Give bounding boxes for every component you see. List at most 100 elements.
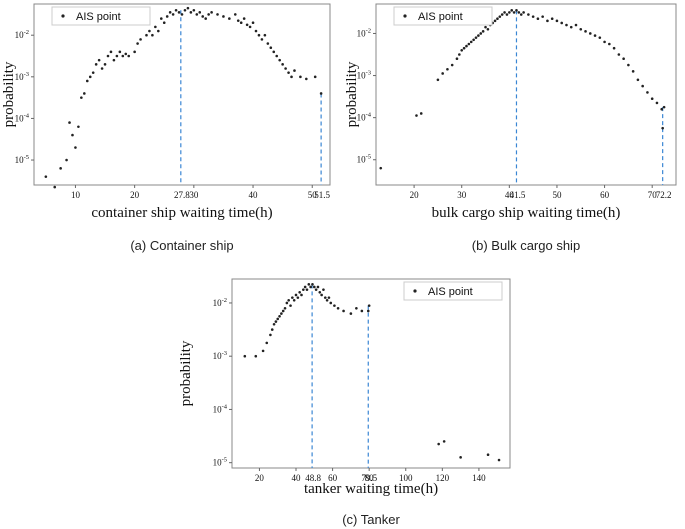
data-point bbox=[80, 96, 83, 99]
data-point bbox=[278, 314, 281, 318]
x-tick-label: 10 bbox=[71, 190, 81, 200]
x-tick-label: 20 bbox=[130, 190, 140, 200]
data-point bbox=[584, 30, 587, 33]
data-point bbox=[579, 27, 583, 31]
marker-label: 79.5 bbox=[361, 473, 377, 483]
data-point bbox=[88, 75, 92, 79]
data-point bbox=[44, 175, 48, 178]
data-point bbox=[322, 288, 325, 291]
data-point bbox=[192, 8, 196, 12]
data-point bbox=[612, 46, 616, 50]
data-point bbox=[314, 288, 318, 291]
data-point bbox=[174, 8, 178, 12]
y-tick-label: 10-5 bbox=[15, 154, 29, 165]
data-point bbox=[469, 40, 473, 44]
data-point bbox=[289, 304, 292, 307]
data-point bbox=[302, 288, 305, 291]
data-point bbox=[479, 32, 483, 35]
data-point bbox=[486, 453, 490, 456]
data-point bbox=[243, 354, 247, 358]
data-point bbox=[379, 166, 383, 170]
y-tick-label: 10-3 bbox=[213, 350, 227, 361]
x-tick-label: 80 bbox=[365, 473, 375, 483]
data-point bbox=[112, 58, 116, 62]
data-point bbox=[299, 75, 302, 79]
data-point bbox=[442, 440, 446, 443]
data-point bbox=[210, 11, 213, 14]
data-point bbox=[236, 19, 240, 22]
y-tick-exponent: -4 bbox=[366, 112, 372, 119]
data-point bbox=[94, 63, 98, 66]
data-point bbox=[276, 317, 280, 321]
data-point bbox=[458, 53, 461, 56]
data-point bbox=[462, 46, 466, 50]
y-tick-exponent: -5 bbox=[222, 457, 227, 464]
y-tick-exponent: -5 bbox=[366, 154, 371, 161]
data-point bbox=[349, 312, 353, 315]
data-point bbox=[627, 63, 630, 67]
data-point bbox=[65, 158, 68, 162]
data-point bbox=[139, 38, 142, 41]
data-point bbox=[531, 15, 535, 18]
y-tick-exponent: -4 bbox=[222, 403, 228, 410]
x-tick-label: 120 bbox=[436, 473, 450, 483]
data-point bbox=[157, 29, 160, 33]
data-point bbox=[171, 13, 175, 16]
data-point bbox=[265, 341, 269, 345]
data-point bbox=[497, 458, 501, 462]
data-point bbox=[148, 29, 151, 33]
data-point bbox=[201, 15, 205, 18]
legend-box bbox=[403, 281, 503, 301]
data-point bbox=[278, 58, 281, 62]
data-point bbox=[419, 112, 423, 115]
data-point bbox=[472, 38, 475, 42]
data-point bbox=[498, 15, 502, 18]
data-point bbox=[522, 11, 525, 14]
data-point bbox=[296, 296, 300, 299]
data-point bbox=[355, 306, 358, 310]
data-point bbox=[655, 101, 659, 105]
legend-marker bbox=[403, 14, 407, 18]
legend-marker bbox=[61, 14, 65, 18]
data-point bbox=[115, 54, 119, 58]
y-axis-label: probability bbox=[344, 61, 360, 127]
data-point bbox=[59, 167, 62, 170]
data-point bbox=[284, 67, 287, 70]
data-point bbox=[527, 13, 530, 16]
y-tick-label: 10-3 bbox=[15, 71, 29, 82]
y-tick-exponent: -2 bbox=[222, 297, 227, 304]
data-point bbox=[305, 288, 309, 291]
data-point bbox=[248, 25, 252, 29]
data-point bbox=[505, 13, 509, 16]
data-point bbox=[546, 19, 549, 23]
data-point bbox=[650, 97, 654, 101]
data-point bbox=[311, 283, 314, 286]
data-point bbox=[85, 79, 89, 83]
data-point bbox=[307, 283, 311, 286]
plot-frame bbox=[231, 278, 511, 469]
data-point bbox=[313, 285, 316, 289]
data-point bbox=[228, 17, 231, 20]
data-point bbox=[608, 42, 611, 46]
data-point bbox=[159, 17, 163, 20]
data-point bbox=[291, 296, 294, 299]
x-axis-label: tanker waiting time(h) bbox=[304, 481, 438, 497]
data-point bbox=[662, 105, 666, 109]
marker-label: 48.8 bbox=[305, 473, 321, 483]
panel-container-ship: 10 20 30 40 50 10-2 10-3 10-4 10-5 27.8 51.5 AIS po… bbox=[1, 3, 331, 253]
data-point bbox=[313, 75, 317, 79]
data-point bbox=[298, 291, 301, 294]
data-point bbox=[477, 34, 480, 37]
data-point bbox=[269, 46, 273, 49]
y-tick-label: 10-2 bbox=[213, 297, 227, 308]
x-tick-label: 20 bbox=[255, 473, 265, 483]
data-point bbox=[329, 301, 333, 305]
data-point bbox=[622, 57, 625, 61]
data-point bbox=[189, 11, 193, 14]
data-point bbox=[646, 91, 649, 94]
data-point bbox=[127, 54, 131, 58]
marker-label: 27.8 bbox=[174, 190, 190, 200]
data-point bbox=[593, 34, 597, 37]
data-point bbox=[290, 75, 293, 79]
data-point bbox=[257, 33, 261, 37]
